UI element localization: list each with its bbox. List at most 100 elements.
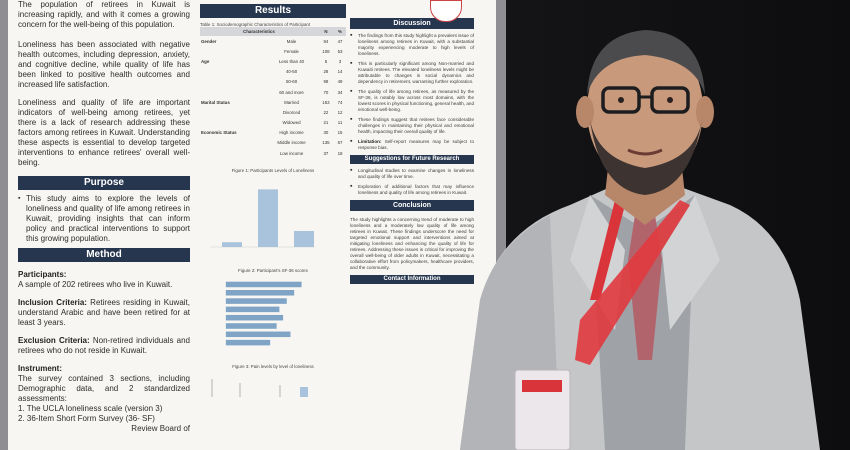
table-cell-cat bbox=[200, 107, 265, 117]
future-item-2: Exploration of additional factors that m… bbox=[350, 184, 474, 196]
limitation-text: Self-report measures may be subject to r… bbox=[358, 139, 474, 150]
table-row: 60 and more 70 34 bbox=[200, 87, 346, 97]
loneliness-bar bbox=[294, 231, 314, 248]
loneliness-bar bbox=[222, 242, 242, 248]
table-row: Middle income 135 67 bbox=[200, 138, 346, 148]
participants-text: A sample of 202 retirees who live in Kuw… bbox=[18, 280, 173, 289]
instrument-label: Instrument: bbox=[18, 364, 62, 373]
contact-heading: Contact Information bbox=[350, 275, 474, 284]
future-research-heading: Suggestions for Future Research bbox=[350, 155, 474, 164]
table-cell-cat bbox=[200, 87, 265, 97]
exclusion-label: Exclusion Criteria: bbox=[18, 336, 90, 345]
table-cell-n: 37 bbox=[323, 150, 329, 156]
table-row: 40-50 28 14 bbox=[200, 67, 346, 77]
instrument-item-1: 1. The UCLA loneliness scale (version 3) bbox=[18, 404, 163, 413]
participants-label: Participants: bbox=[18, 270, 67, 279]
table-cell-cat: Gender bbox=[201, 38, 217, 44]
table-cell-cat bbox=[200, 77, 265, 87]
table-row: 50-60 98 49 bbox=[200, 77, 346, 87]
table-cell-cat bbox=[200, 46, 265, 56]
table-cell-p: 67 bbox=[337, 140, 343, 146]
intro-paragraph-1: Loneliness has been associated with nega… bbox=[18, 40, 190, 89]
discussion-item-3: The quality of life among retirees, as m… bbox=[350, 89, 474, 113]
discussion-item-2: This is particularly significant among N… bbox=[350, 61, 474, 85]
sf36-bar bbox=[225, 298, 287, 305]
table-header-n: N bbox=[317, 27, 335, 36]
conclusion-text: The study highlights a concerning trend … bbox=[350, 217, 474, 270]
sf36-bar-chart bbox=[225, 281, 302, 346]
pain-levels-chart bbox=[211, 379, 308, 398]
poster-column-3: Discussion The findings from this study … bbox=[350, 0, 474, 450]
sf36-bar bbox=[225, 323, 277, 330]
table-cell-n: 5 bbox=[324, 58, 328, 64]
exclusion-text: Non-retired individuals and retirees who… bbox=[18, 336, 190, 355]
table-cell-p: 11 bbox=[337, 120, 343, 126]
instrument-text: The survey contained 3 sections, includi… bbox=[18, 374, 190, 403]
table-cell-sub: Widowed bbox=[282, 120, 301, 126]
table-row: Low income 37 18 bbox=[200, 148, 346, 158]
discussion-heading: Discussion bbox=[350, 18, 474, 29]
table-cell-cat bbox=[200, 148, 265, 158]
sf36-bar bbox=[225, 290, 295, 296]
table-cell-sub: Less than 40 bbox=[278, 58, 305, 64]
table-cell-p: 15 bbox=[337, 130, 343, 136]
table-cell-cat bbox=[200, 118, 265, 128]
table-header-characteristics: Characteristics bbox=[200, 27, 318, 36]
table-cell-p: 53 bbox=[337, 48, 343, 54]
table-cell-n: 98 bbox=[323, 79, 329, 85]
research-poster: The population of retirees in Kuwait is … bbox=[8, 0, 496, 450]
intro-paragraph-tail: The population of retirees in Kuwait is … bbox=[18, 0, 190, 29]
table-row: Divorced 22 12 bbox=[200, 107, 346, 117]
loneliness-bar-chart bbox=[210, 189, 315, 248]
table-cell-n: 70 bbox=[323, 89, 329, 95]
table-cell-sub: Married bbox=[284, 99, 299, 105]
demographics-table: Characteristics N % Gender Male 94 47 Female… bbox=[200, 27, 346, 158]
conclusion-heading: Conclusion bbox=[350, 200, 474, 211]
table-cell-sub: High income bbox=[279, 130, 304, 136]
table-cell-p: 18 bbox=[337, 150, 343, 156]
table-cell-cat bbox=[200, 67, 265, 77]
table-cell-n: 30 bbox=[323, 130, 329, 136]
inclusion-text: Retirees residing in Kuwait, understand … bbox=[18, 298, 190, 327]
table-cell-cat: Age bbox=[201, 58, 210, 64]
sf36-bar bbox=[225, 306, 280, 313]
purpose-heading: Purpose bbox=[18, 176, 190, 190]
sf36-bar bbox=[225, 340, 271, 346]
intro-paragraph-2: Loneliness and quality of life are impor… bbox=[18, 98, 190, 167]
poster-column-1: The population of retirees in Kuwait is … bbox=[8, 0, 196, 450]
sf36-bar bbox=[225, 331, 291, 338]
table-row: Age Less than 40 5 3 bbox=[200, 56, 346, 66]
poster-column-2: Results Table 1: Sociodemographic Charac… bbox=[200, 0, 346, 450]
table-cell-sub: 40-50 bbox=[285, 69, 298, 75]
table-row: Gender Male 94 47 bbox=[200, 36, 346, 46]
purpose-text: This study aims to explore the levels of… bbox=[18, 194, 190, 244]
table-row: Economic Status High income 30 15 bbox=[200, 128, 346, 138]
method-heading: Method bbox=[18, 248, 190, 262]
sf36-bar bbox=[225, 315, 284, 321]
limitation-label: Limitation: bbox=[358, 139, 382, 144]
presenter-person bbox=[440, 0, 850, 450]
table-cell-p: 49 bbox=[337, 79, 343, 85]
table-cell-n: 21 bbox=[323, 120, 329, 126]
inclusion-label: Inclusion Criteria: bbox=[18, 298, 87, 307]
table-header-percent: % bbox=[334, 27, 346, 36]
table-cell-sub: 60 and more bbox=[279, 89, 304, 95]
table-cell-n: 153 bbox=[322, 99, 330, 105]
table-cell-cat: Economic Status bbox=[201, 130, 237, 136]
table-cell-cat: Marital Status bbox=[201, 99, 230, 105]
table-row: Female 108 53 bbox=[200, 46, 346, 56]
table-cell-p: 12 bbox=[337, 109, 343, 115]
table-cell-sub: Middle income bbox=[277, 140, 306, 146]
future-item-1: Longitudinal studies to examine changes … bbox=[350, 168, 474, 180]
table-cell-p: 47 bbox=[337, 38, 343, 44]
table-row: Widowed 21 11 bbox=[200, 118, 346, 128]
table-cell-n: 22 bbox=[323, 109, 329, 115]
table-row: Marital Status Married 153 74 bbox=[200, 97, 346, 107]
results-heading: Results bbox=[200, 4, 346, 18]
review-board-text: Review Board of bbox=[131, 424, 190, 433]
sf36-bar bbox=[225, 281, 302, 288]
figure-2-caption: Figure 2: Participant's SF-36 scores bbox=[238, 268, 308, 274]
table-cell-sub: Divorced bbox=[282, 109, 301, 115]
table-cell-sub: 50-60 bbox=[285, 79, 298, 85]
